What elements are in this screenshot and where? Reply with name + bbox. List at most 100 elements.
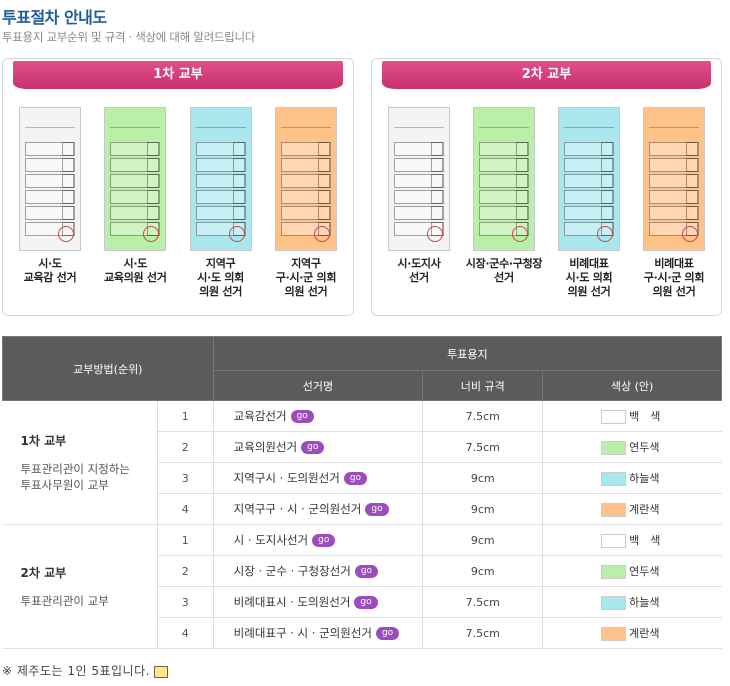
width-cell: 7.5cm (422, 400, 544, 432)
table-row: 2 시장 · 군수 · 구청장선거 go 9cm 연두색 (3, 555, 722, 587)
width-cell: 9cm (422, 493, 544, 525)
round-1-header: 1차 교부 (13, 61, 343, 89)
header-name: 선거명 (212, 370, 424, 401)
header-method: 교부방법(순위) (2, 336, 214, 401)
ballot-label: 시장·군수·구청장 선거 (465, 257, 543, 284)
ballot-label: 시·도 교육감 선거 (23, 257, 77, 284)
group-cell: 1차 교부 투표관리관이 지정하는 투표사무원이 교부 (2, 400, 158, 525)
go-button[interactable]: go (343, 472, 368, 485)
election-name-cell: 지역구구 · 시 · 군의원선거 go (213, 493, 423, 525)
ballot-image (558, 107, 620, 251)
go-button[interactable]: go (354, 596, 378, 609)
go-button[interactable]: go (354, 565, 379, 578)
table-row: 4 지역구구 · 시 · 군의원선거 go 9cm 계란색 (3, 493, 722, 525)
width-cell: 7.5cm (422, 586, 544, 618)
ballot-label: 시·도 교육의원 선거 (104, 257, 167, 284)
header-width: 너비 규격 (422, 370, 544, 401)
color-name: 계란색 (629, 503, 660, 516)
table-row: 3 지역구시 · 도의원선거 go 9cm 하늘색 (3, 462, 722, 494)
ballot-image (473, 107, 535, 251)
color-cell: 하늘색 (542, 462, 722, 494)
election-name: 시장 · 군수 · 구청장선거 (233, 564, 351, 578)
ballot-table: 교부방법(순위) 투표용지 선거명 너비 규격 색상 (안) 1차 교부 투표관리… (2, 336, 723, 649)
election-name: 비례대표시 · 도의원선거 (233, 595, 351, 609)
election-name-cell: 지역구시 · 도의원선거 go (213, 462, 423, 494)
color-cell: 백 색 (542, 524, 722, 556)
round-1-ballots: 시·도 교육감 선거 시·도 교육의원 선거 지역구 시·도 의회 의원 선거 … (9, 107, 347, 299)
ballot-label: 비례대표 시·도 의회 의원 선거 (565, 257, 613, 298)
ballot-card: 시장·군수·구청장 선거 (463, 107, 545, 299)
color-cell: 계란색 (542, 617, 722, 649)
table-row: 3 비례대표시 · 도의원선거 go 7.5cm 하늘색 (3, 586, 722, 618)
rank-cell: 3 (156, 462, 214, 494)
rank-cell: 1 (156, 400, 214, 432)
color-cell: 백 색 (542, 400, 722, 432)
election-name-cell: 비례대표구 · 시 · 군의원선거 go (213, 617, 423, 649)
table-row: 1차 교부 투표관리관이 지정하는 투표사무원이 교부 1 교육감선거 go 7.5cm 백… (2, 400, 722, 525)
color-cell: 연두색 (542, 431, 722, 463)
clapper-icon (153, 665, 168, 678)
color-name: 하늘색 (629, 472, 660, 485)
rank-cell: 1 (156, 524, 214, 556)
rank-cell: 3 (156, 586, 214, 618)
election-name-cell: 시 · 도지사선거 go (213, 524, 423, 556)
ballot-card: 시·도 교육의원 선거 (94, 107, 176, 299)
rank-cell: 4 (156, 617, 214, 649)
color-swatch (601, 503, 627, 517)
footnote: ※ 제주도는 1인 5표입니다. (2, 662, 168, 679)
header-color: 색상 (안) (542, 370, 722, 401)
round-2-ballots: 시·도지사 선거 시장·군수·구청장 선거 비례대표 시·도 의회 의원 선거 … (378, 107, 715, 299)
ballot-label: 비례대표 구·시·군 의회 의원 선거 (643, 257, 705, 298)
go-button[interactable]: go (290, 410, 314, 423)
footnote-text: ※ 제주도는 1인 5표입니다. (2, 664, 150, 678)
round-1-panel: 1차 교부 시·도 교육감 선거 시·도 교육의원 선거 지역구 시·도 의회 … (2, 58, 354, 316)
ballot-label: 지역구 시·도 의회 의원 선거 (197, 257, 244, 298)
ballot-card: 시·도지사 선거 (378, 107, 460, 299)
ballot-card: 지역구 시·도 의회 의원 선거 (180, 107, 262, 299)
election-name-cell: 비례대표시 · 도의원선거 go (213, 586, 423, 618)
color-swatch (601, 596, 627, 610)
color-swatch (601, 565, 627, 579)
rank-cell: 2 (156, 555, 214, 587)
color-swatch (601, 534, 627, 548)
group-desc: 투표관리관이 교부 (20, 594, 109, 608)
rank-cell: 4 (156, 493, 214, 525)
ballot-card: 비례대표 시·도 의회 의원 선거 (548, 107, 630, 299)
color-swatch (601, 472, 627, 486)
rank-cell: 2 (156, 431, 214, 463)
ballot-image (388, 107, 450, 251)
width-cell: 9cm (422, 555, 544, 587)
width-cell: 9cm (422, 524, 544, 556)
go-button[interactable]: go (312, 534, 336, 547)
page-subtitle: 투표용지 교부순위 및 규격 · 색상에 대해 알려드립니다 (2, 30, 256, 44)
ballot-image (189, 107, 252, 251)
width-cell: 7.5cm (422, 617, 544, 649)
color-cell: 연두색 (542, 555, 722, 587)
color-swatch (601, 410, 627, 424)
election-name: 비례대표구 · 시 · 군의원선거 (233, 626, 372, 640)
go-button[interactable]: go (375, 627, 400, 640)
ballot-label: 시·도지사 선거 (397, 257, 441, 284)
election-name-cell: 시장 · 군수 · 구청장선거 go (213, 555, 423, 587)
election-name: 지역구구 · 시 · 군의원선거 (233, 502, 362, 516)
page-title: 투표절차 안내도 (2, 8, 107, 27)
table-row: 4 비례대표구 · 시 · 군의원선거 go 7.5cm 계란색 (3, 617, 722, 649)
go-button[interactable]: go (301, 441, 325, 454)
width-cell: 7.5cm (422, 431, 544, 463)
round-2-header: 2차 교부 (382, 61, 711, 89)
ballot-card: 시·도 교육감 선거 (9, 107, 91, 299)
ballot-image (274, 107, 337, 251)
election-name: 지역구시 · 도의원선거 (233, 471, 340, 485)
color-swatch (601, 441, 627, 455)
ballot-label: 지역구 구·시·군 의회 의원 선거 (275, 257, 337, 298)
round-2-panel: 2차 교부 시·도지사 선거 시장·군수·구청장 선거 비례대표 시·도 의회 … (371, 58, 722, 316)
ballot-card: 지역구 구·시·군 의회 의원 선거 (265, 107, 347, 299)
ballot-card: 비례대표 구·시·군 의회 의원 선거 (633, 107, 715, 299)
group-cell: 2차 교부 투표관리관이 교부 (2, 524, 158, 649)
color-cell: 하늘색 (542, 586, 722, 618)
election-name: 교육의원선거 (233, 440, 298, 454)
election-name: 시 · 도지사선거 (233, 533, 309, 547)
election-name-cell: 교육의원선거 go (213, 431, 423, 463)
go-button[interactable]: go (365, 503, 389, 516)
table-row: 2차 교부 투표관리관이 교부 1 시 · 도지사선거 go 9cm 백 색 (2, 524, 722, 649)
